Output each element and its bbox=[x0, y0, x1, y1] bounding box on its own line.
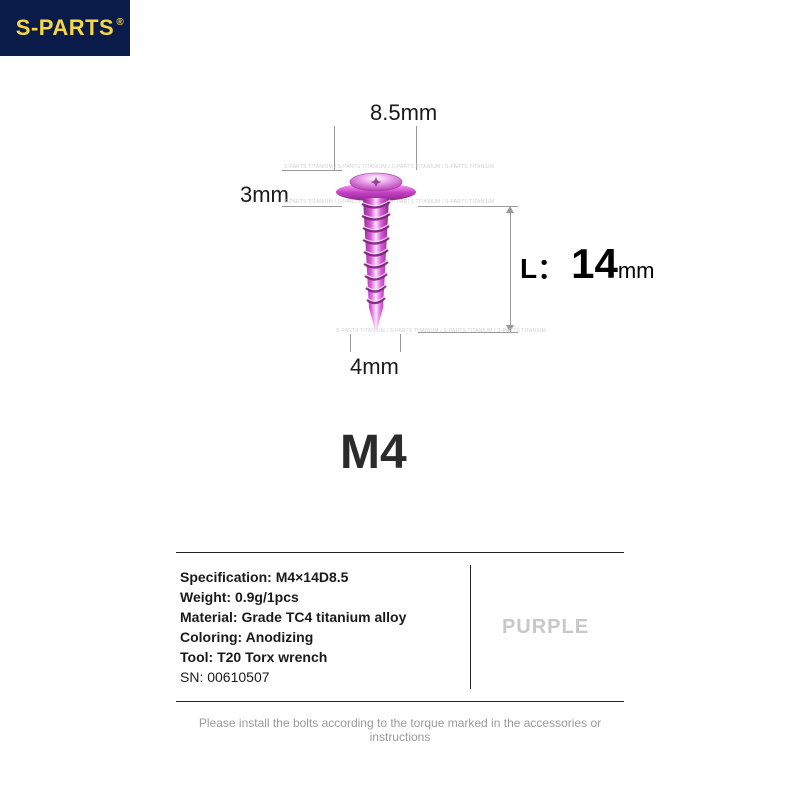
dimline bbox=[510, 206, 511, 332]
color-swatch-block: PURPLE bbox=[470, 565, 620, 689]
dimline bbox=[282, 206, 342, 207]
spec-line-material: Material: Grade TC4 titanium alloy bbox=[180, 609, 460, 625]
head-height-label: 3mm bbox=[240, 182, 289, 208]
length-unit: mm bbox=[618, 258, 655, 283]
dimline bbox=[282, 170, 342, 171]
length-prefix: L： bbox=[520, 253, 565, 284]
dimline bbox=[418, 206, 518, 207]
install-note: Please install the bolts according to th… bbox=[176, 716, 624, 744]
spec-line-coloring: Coloring: Anodizing bbox=[180, 629, 460, 645]
head-width-label: 8.5mm bbox=[370, 100, 437, 126]
spec-line-tool: Tool: T20 Torx wrench bbox=[180, 649, 460, 665]
dimline bbox=[350, 334, 351, 352]
screw-shaft-illustration bbox=[353, 198, 399, 338]
watermark-text: S-PARTS TITANIUM / S-PARTS TITANIUM / S-… bbox=[284, 164, 514, 170]
shaft-width-label: 4mm bbox=[350, 354, 399, 380]
spec-line-specification: Specification: M4×14D8.5 bbox=[180, 569, 460, 585]
length-dimension: L：14mm bbox=[520, 240, 654, 288]
specification-box: Specification: M4×14D8.5 Weight: 0.9g/1p… bbox=[176, 552, 624, 744]
spec-row: Specification: M4×14D8.5 Weight: 0.9g/1p… bbox=[176, 553, 624, 701]
screw-diagram: 8.5mm 3mm 4mm L：14mm M4 S-PARTS TITANIUM… bbox=[0, 90, 800, 490]
thread-size-code: M4 bbox=[340, 425, 407, 480]
spec-text-block: Specification: M4×14D8.5 Weight: 0.9g/1p… bbox=[180, 565, 470, 689]
dimline bbox=[400, 334, 401, 352]
brand-logo-text: S-PARTS ® bbox=[16, 15, 114, 41]
brand-logo-badge: S-PARTS ® bbox=[0, 0, 130, 56]
spec-line-sn: SN: 00610507 bbox=[180, 669, 460, 685]
divider bbox=[176, 701, 624, 702]
length-value: 14 bbox=[571, 240, 618, 287]
registered-mark: ® bbox=[116, 17, 124, 28]
color-name-label: PURPLE bbox=[502, 616, 589, 639]
brand-name: S-PARTS bbox=[16, 15, 114, 40]
spec-line-weight: Weight: 0.9g/1pcs bbox=[180, 589, 460, 605]
arrow-icon bbox=[506, 206, 514, 213]
